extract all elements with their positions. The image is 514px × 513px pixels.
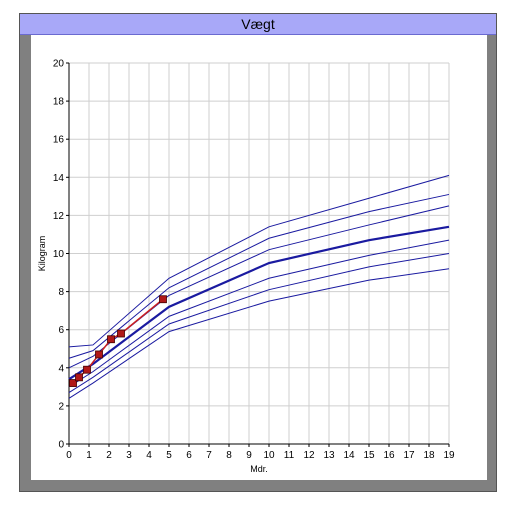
chart-window: Vægt 0 1 2 3 4 5 6 7 8 9 10 11 12 13 14 15 16 17 18 19 0 2 4 6 8… <box>19 13 497 492</box>
x-axis-label: Mdr. <box>250 464 268 474</box>
x-tick-label: 3 <box>126 450 132 461</box>
x-tick-label: 19 <box>443 450 455 461</box>
y-tick-label: 6 <box>58 325 64 336</box>
child-weight-point <box>75 373 83 382</box>
x-tick-label: 1 <box>86 450 92 461</box>
x-tick-label: 7 <box>206 450 212 461</box>
x-tick-label: 6 <box>186 450 192 461</box>
reference-curve <box>68 205 450 369</box>
weight-chart: 0 1 2 3 4 5 6 7 8 9 10 11 12 13 14 15 16 17 18 190246810121… <box>37 59 455 475</box>
child-weight-point <box>83 365 91 374</box>
child-weight-point <box>107 335 115 344</box>
x-tick-label: 16 <box>383 450 395 461</box>
y-tick-label: 14 <box>53 173 65 184</box>
y-tick-label: 4 <box>58 363 64 374</box>
child-weight-point <box>159 295 167 304</box>
x-tick-label: 11 <box>284 450 295 461</box>
reference-curve <box>68 193 450 359</box>
y-tick-label: 8 <box>58 287 64 298</box>
y-tick-label: 18 <box>53 97 65 108</box>
y-tick-label: 16 <box>53 135 65 146</box>
child-weight-point <box>117 329 125 338</box>
x-tick-label: 9 <box>246 450 252 461</box>
child-weight-point <box>95 350 103 359</box>
y-tick-label: 10 <box>53 249 65 260</box>
reference-curve <box>68 253 450 393</box>
chart-panel: 0 1 2 3 4 5 6 7 8 9 10 11 12 13 14 15 16 17 18 19 0 2 4 6 8 10 12 1… <box>31 35 487 480</box>
reference-curve <box>68 268 450 399</box>
x-tick-label: 14 <box>343 450 355 461</box>
x-tick-label: 18 <box>423 450 435 461</box>
reference-curve <box>68 174 450 348</box>
y-axis-label: Kilogram <box>37 236 47 272</box>
x-tick-label: 4 <box>146 450 152 461</box>
x-tick-label: 15 <box>363 450 375 461</box>
child-weight-point <box>69 379 77 387</box>
y-tick-label: 20 <box>53 59 65 70</box>
y-tick-label: 0 <box>58 440 64 451</box>
x-tick-label: 10 <box>263 450 275 461</box>
y-tick-label: 2 <box>58 401 64 412</box>
median-reference-curve <box>68 225 450 381</box>
x-tick-label: 12 <box>303 450 315 461</box>
x-tick-label: 8 <box>226 450 232 461</box>
x-tick-label: 2 <box>106 450 112 461</box>
chart-title: Vægt <box>20 14 496 35</box>
reference-curve <box>68 239 450 388</box>
x-tick-label: 5 <box>166 450 172 461</box>
x-tick-label: 17 <box>403 450 415 461</box>
x-tick-label: 13 <box>323 450 335 461</box>
y-tick-label: 12 <box>53 211 65 222</box>
x-tick-label: 0 <box>66 450 72 461</box>
